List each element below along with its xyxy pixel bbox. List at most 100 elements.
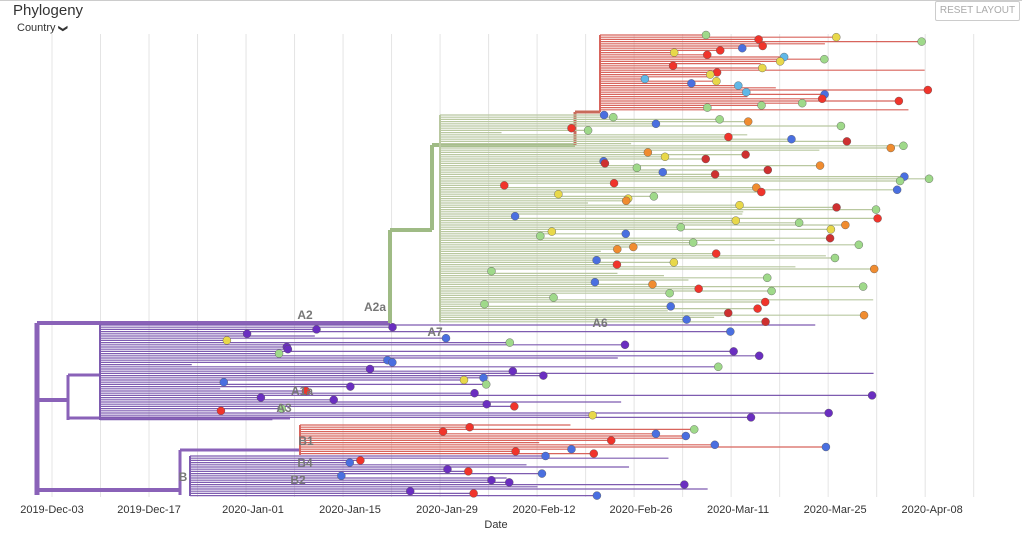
tip[interactable] [703,50,712,59]
tip[interactable] [588,411,597,420]
tip[interactable] [632,163,642,173]
tip[interactable] [242,329,252,338]
tip[interactable] [589,449,598,458]
tip[interactable] [670,48,679,57]
tip[interactable] [666,302,675,311]
tip[interactable] [600,159,610,168]
tip[interactable] [346,382,355,391]
tip[interactable] [487,267,496,276]
tip[interactable] [500,181,509,190]
tip[interactable] [669,258,679,267]
tip[interactable] [738,44,747,53]
tip[interactable] [731,216,740,225]
tip[interactable] [216,406,226,415]
tip[interactable] [746,413,756,422]
tip[interactable] [469,489,478,498]
tip[interactable] [867,391,877,400]
tip[interactable] [482,400,491,409]
tip[interactable] [787,134,796,144]
tip[interactable] [755,351,764,360]
tip[interactable] [612,260,622,269]
tip[interactable] [640,74,650,84]
tip[interactable] [680,480,689,489]
tip[interactable] [741,150,750,159]
tip[interactable] [388,323,397,332]
tip[interactable] [609,178,619,188]
tip[interactable] [536,231,545,241]
tip[interactable] [464,467,473,476]
tip[interactable] [337,471,346,480]
tip[interactable] [710,170,720,179]
tip[interactable] [621,196,631,206]
tip[interactable] [743,117,753,126]
tip[interactable] [892,185,902,195]
tip[interactable] [729,347,738,356]
tip[interactable] [621,229,630,239]
tip[interactable] [613,244,622,254]
tip[interactable] [648,280,657,289]
tip[interactable] [660,152,670,162]
tip[interactable] [830,253,840,263]
tip[interactable] [714,362,723,371]
tip[interactable] [694,284,703,293]
tip[interactable] [356,456,365,465]
tip[interactable] [510,402,519,411]
tip[interactable] [537,469,547,478]
tip[interactable] [256,393,266,402]
reset-layout-button[interactable]: RESET LAYOUT [935,1,1020,21]
tip[interactable] [658,167,667,177]
color-by-dropdown[interactable]: Country ❯ [17,22,68,34]
tip[interactable] [711,249,721,258]
tip[interactable] [701,154,710,164]
tip[interactable] [465,423,474,432]
tip[interactable] [754,35,763,44]
tip[interactable] [858,282,868,291]
tip[interactable] [629,242,638,252]
tip[interactable] [480,300,489,309]
tip[interactable] [924,174,934,184]
tip[interactable] [841,220,850,230]
tip[interactable] [735,200,744,210]
tip[interactable] [567,123,576,133]
tip[interactable] [753,304,762,313]
tip[interactable] [329,395,338,404]
tip[interactable] [508,367,517,376]
tip[interactable] [592,491,602,500]
tip[interactable] [758,63,767,73]
tip[interactable] [734,81,743,90]
tip[interactable] [438,427,448,436]
tip[interactable] [712,76,721,86]
tip[interactable] [541,451,550,461]
tip[interactable] [583,126,593,135]
tip[interactable] [406,487,415,496]
tip[interactable] [763,273,772,282]
tip[interactable] [274,349,284,358]
tip[interactable] [716,46,725,55]
tip[interactable] [554,189,563,199]
tip[interactable] [715,115,724,124]
tip[interactable] [505,478,514,487]
tip[interactable] [767,286,776,296]
tip[interactable] [836,121,846,131]
tip[interactable] [757,187,766,197]
tip[interactable] [690,425,699,434]
tip[interactable] [312,325,321,334]
tip[interactable] [599,110,609,120]
tip[interactable] [886,143,895,153]
tip[interactable] [798,98,807,108]
tip[interactable] [761,297,770,307]
tip[interactable] [682,315,691,324]
tip[interactable] [609,112,618,122]
tip[interactable] [706,70,715,79]
tip[interactable] [775,57,785,66]
tip[interactable] [365,364,375,374]
tip[interactable] [895,176,905,186]
tip[interactable] [277,404,286,413]
tip[interactable] [505,338,514,347]
tip[interactable] [459,375,469,385]
tip[interactable] [651,429,661,438]
tip[interactable] [826,225,836,234]
tip[interactable] [871,205,881,214]
tip[interactable] [487,476,496,485]
tip[interactable] [724,308,733,318]
